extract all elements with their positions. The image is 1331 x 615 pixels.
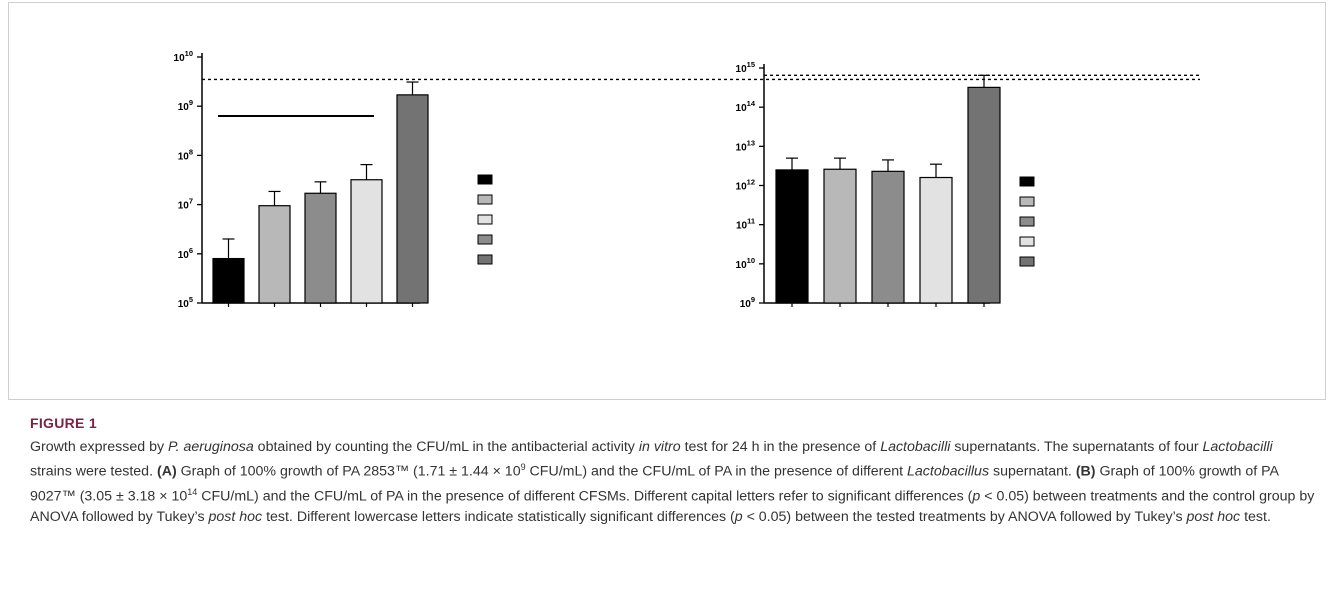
y-tick-exponent: 6 (189, 246, 193, 255)
y-tick-label: 1014 (736, 99, 756, 114)
y-tick-label: 105 (178, 295, 193, 310)
legend-swatch (1019, 196, 1035, 207)
y-tick-label: 108 (178, 147, 193, 162)
legend-swatch (477, 174, 493, 185)
bar (823, 168, 857, 304)
caption-segment: post hoc (208, 509, 263, 526)
y-tick-base: 10 (740, 299, 752, 310)
caption-segment: in vitro (638, 438, 681, 455)
y-tick-label: 1010 (174, 49, 193, 64)
caption-segment: obtained by counting the CFU/mL in the a… (253, 438, 639, 455)
y-tick-label: 1012 (736, 178, 755, 193)
caption-segment: test for 24 h in the presence of (680, 438, 881, 455)
figure-caption: FIGURE 1 Growth expressed by P. aerugino… (30, 413, 1315, 528)
legend-swatch (477, 254, 493, 265)
y-tick-exponent: 13 (747, 138, 755, 147)
y-tick-base: 10 (736, 103, 748, 114)
caption-segment: Lactobacilli (1202, 438, 1273, 455)
caption-segment: 14 (187, 487, 198, 498)
caption-segment: Graph of 100% growth of PA 2853™ (1.71 ±… (176, 463, 521, 480)
caption-segment: (B) (1075, 463, 1096, 480)
y-tick-label: 107 (178, 197, 193, 212)
y-tick-base: 10 (178, 250, 190, 261)
y-tick-label: 109 (740, 295, 755, 310)
caption-segment: Lactobacilli (880, 438, 951, 455)
y-tick-label: 1015 (736, 60, 755, 75)
y-tick-exponent: 10 (185, 49, 193, 58)
caption-segment: < 0.05) between the tested treatments by… (742, 509, 1187, 526)
caption-segment: Graph of 100% growth of PA 9027™ (3.05 ±… (30, 463, 1279, 505)
caption-segment: (A) (156, 463, 177, 480)
bar (258, 205, 291, 304)
legend-swatch (1019, 216, 1035, 227)
legend-swatch (1019, 256, 1035, 267)
y-tick-base: 10 (178, 299, 190, 310)
caption-segment: p (734, 509, 743, 526)
caption-segment: post hoc (1186, 509, 1241, 526)
legend-swatch (477, 194, 493, 205)
y-tick-exponent: 9 (751, 295, 755, 304)
caption-segment: supernatant. (989, 463, 1076, 480)
y-tick-label: 106 (178, 246, 193, 261)
y-tick-exponent: 14 (747, 99, 756, 108)
y-tick-label: 1010 (736, 256, 755, 271)
y-tick-exponent: 8 (189, 147, 193, 156)
caption-segment: Growth expressed by (30, 438, 168, 455)
y-tick-exponent: 11 (747, 217, 755, 226)
figure-frame (8, 2, 1326, 400)
figure-caption-text: Growth expressed by P. aeruginosa obtain… (30, 437, 1315, 528)
y-tick-base: 10 (736, 182, 748, 193)
caption-segment: CFU/mL) and the CFU/mL of PA in the pres… (525, 463, 908, 480)
y-tick-base: 10 (736, 64, 748, 75)
y-tick-base: 10 (736, 260, 748, 271)
y-tick-exponent: 10 (747, 256, 755, 265)
y-tick-exponent: 5 (189, 295, 193, 304)
legend-swatch (477, 234, 493, 245)
caption-segment: CFU/mL) and the CFU/mL of PA in the pres… (197, 488, 973, 505)
bar (919, 176, 953, 304)
y-tick-exponent: 9 (189, 98, 193, 107)
caption-segment: p (972, 488, 981, 505)
caption-segment: strains were tested. (30, 463, 157, 480)
y-tick-base: 10 (736, 221, 748, 232)
bar (396, 94, 429, 304)
caption-segment: test. Different lowercase letters indica… (262, 509, 735, 526)
bar (775, 169, 809, 304)
figure-caption-title: FIGURE 1 (30, 415, 97, 431)
caption-segment: test. (1240, 509, 1271, 526)
legend-swatch (477, 214, 493, 225)
caption-segment: Lactobacillus (907, 463, 990, 480)
y-tick-base: 10 (736, 142, 748, 153)
bar (967, 86, 1001, 304)
y-tick-base: 10 (178, 151, 190, 162)
y-tick-exponent: 12 (747, 178, 755, 187)
y-tick-base: 10 (174, 53, 186, 64)
caption-segment: 9 (520, 462, 526, 472)
y-tick-base: 10 (178, 201, 190, 212)
bar (871, 170, 905, 304)
bar (350, 179, 383, 304)
y-tick-base: 10 (178, 102, 190, 113)
legend-swatch (1019, 176, 1035, 187)
y-tick-exponent: 7 (189, 197, 193, 206)
y-tick-label: 109 (178, 98, 193, 113)
caption-segment: < 0.05) between treatments and the contr… (30, 488, 1315, 526)
y-tick-label: 1013 (736, 138, 755, 153)
y-tick-label: 1011 (736, 217, 755, 232)
y-tick-exponent: 15 (747, 60, 755, 69)
bar (304, 192, 337, 304)
bar (212, 257, 245, 304)
caption-segment: P. aeruginosa (168, 438, 254, 455)
caption-segment: supernatants. The supernatants of four (950, 438, 1203, 455)
legend-swatch (1019, 236, 1035, 247)
